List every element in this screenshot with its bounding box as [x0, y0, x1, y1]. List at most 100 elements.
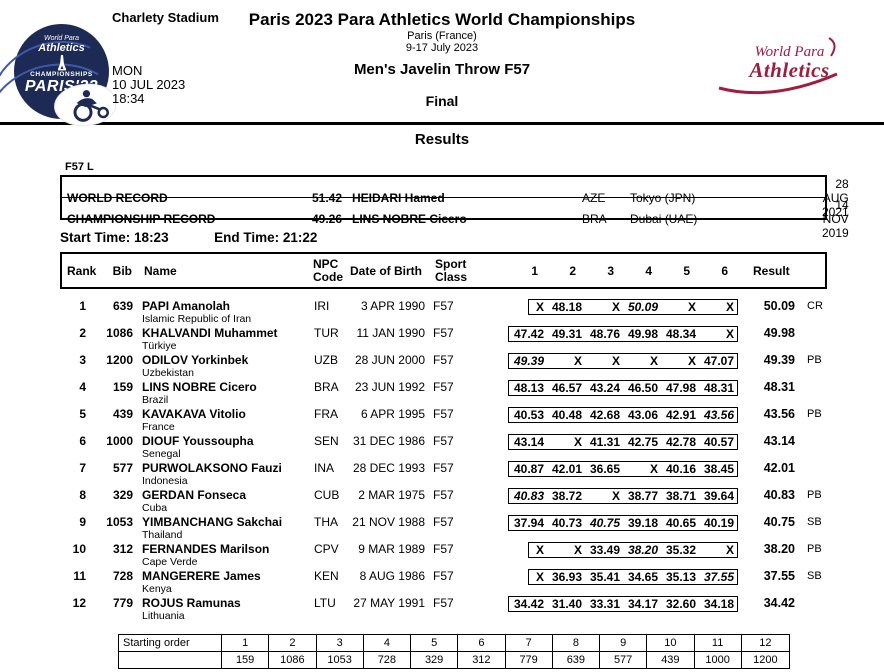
attempt-value: 47.98	[665, 381, 696, 395]
athlete-cell: ROJUS Ramunas Lithuania	[135, 595, 311, 622]
sport-class-cell: F57	[433, 488, 454, 502]
attempt-value: 40.83	[513, 489, 544, 503]
athlete-cell: ODILOV Yorkinbek Uzbekistan	[135, 352, 311, 379]
attempt-value: 33.31	[589, 597, 620, 611]
npc-cell: CUB	[314, 488, 340, 502]
result-row: 5 439 KAVAKAVA Vitolio France FRA 6 APR …	[60, 406, 827, 433]
attempts-box: 43.14 X 41.31 42.75 42.78 40.57	[508, 434, 738, 450]
championship-dates: 9-17 July 2023	[405, 42, 479, 54]
wpa-athletics-label: Athletics	[749, 58, 830, 82]
attempt-value: 48.34	[665, 327, 696, 341]
attempt-value: 40.48	[551, 408, 582, 422]
event-title: Men's Javelin Throw F57	[353, 61, 531, 78]
athlete-name: DIOUF Youssoupha	[142, 434, 254, 448]
col-date-of-birth: Date of Birth	[350, 263, 422, 278]
attempts-box: 47.42 49.31 48.76 49.98 48.34 X	[508, 326, 738, 342]
record-row: CHAMPIONSHIP RECORD 49.26 LINS NOBRE Cic…	[62, 197, 849, 240]
starting-order-position: 8	[553, 635, 600, 651]
attempt-value: 38.72	[551, 489, 582, 503]
athlete-country: Cuba	[142, 502, 168, 514]
attempt-value: 40.75	[589, 516, 620, 530]
start-time-value: 18:23	[134, 230, 169, 245]
attempt-value: 47.07	[703, 354, 734, 368]
attempt-value: 48.18	[551, 300, 582, 314]
attempts-box: X 36.93 35.41 34.65 35.13 37.55	[528, 569, 738, 585]
sport-class-cell: F57	[433, 407, 454, 421]
athlete-name: YIMBANCHANG Sakchai	[142, 515, 283, 529]
npc-cell: KEN	[314, 569, 339, 583]
athlete-cell: DIOUF Youssoupha Senegal	[135, 433, 311, 460]
npc-cell: LTU	[314, 596, 336, 610]
wheelchair-racer-icon	[52, 81, 118, 129]
col-npc-code: NPC Code	[313, 256, 343, 284]
attempts-box: X X 33.49 38.20 35.32 X	[528, 542, 738, 558]
attempt-value: 38.71	[665, 489, 696, 503]
npc-cell: THA	[314, 515, 338, 529]
attempt-value: 40.65	[665, 516, 696, 530]
athlete-cell: KAVAKAVA Vitolio France	[135, 406, 311, 433]
athlete-name: GERDAN Fonseca	[142, 488, 247, 502]
attempt-value: X	[535, 300, 544, 314]
result-row: 10 312 FERNANDES Marilson Cape Verde CPV…	[60, 541, 827, 568]
athlete-cell: YIMBANCHANG Sakchai Thailand	[135, 514, 311, 541]
sport-class-cell: F57	[433, 380, 454, 394]
athlete-country: France	[142, 421, 175, 433]
attempt-value: 50.09	[627, 300, 658, 314]
athlete-country: Brazil	[142, 394, 169, 406]
sport-class-cell: F57	[433, 353, 454, 367]
logo-brand-line2: Athletics	[38, 42, 85, 54]
world-para-athletics-logo: World Para Athletics	[717, 36, 862, 100]
record-note-cell: SB	[807, 570, 822, 582]
record-npc: AZE	[582, 191, 606, 205]
attempt-value: 48.13	[513, 381, 544, 395]
col-sport-class: Sport Class	[435, 256, 468, 284]
attempt-value: X	[611, 354, 620, 368]
attempt-value: 34.17	[627, 597, 658, 611]
attempt-value: 40.73	[551, 516, 582, 530]
attempt-value: 38.45	[703, 462, 734, 476]
eiffel-tower-icon	[57, 55, 66, 71]
logo-brand-line1: World Para	[43, 35, 79, 42]
starting-order-bib: 779	[506, 652, 553, 668]
attempt-value: 36.93	[551, 570, 582, 584]
attempts-box: 49.39 X X X X 47.07	[508, 353, 738, 369]
athlete-country: Uzbekistan	[142, 367, 194, 379]
event-header: Paris 2023 Para Athletics World Champion…	[180, 10, 704, 109]
attempts-box: 40.87 42.01 36.65 X 40.16 38.45	[508, 461, 738, 477]
attempts-box: 48.13 46.57 43.24 46.50 47.98 48.31	[508, 380, 738, 396]
starting-order-bib: 312	[458, 652, 506, 668]
starting-order-bib: 439	[647, 652, 695, 668]
result-row: 1 639 PAPI Amanolah Islamic Republic of …	[60, 298, 827, 325]
col-attempt-number: 1	[531, 263, 538, 278]
session-datetime: MON 10 JUL 2023 18:34	[112, 64, 185, 106]
attempt-value: X	[649, 354, 658, 368]
athlete-name: FERNANDES Marilson	[142, 542, 270, 556]
attempt-value: 40.57	[703, 435, 734, 449]
record-athlete: HEIDARI Hamed	[352, 191, 445, 205]
attempt-value: 35.32	[665, 543, 696, 557]
section-title: Results	[414, 131, 470, 148]
result-row: 9 1053 YIMBANCHANG Sakchai Thailand THA …	[60, 514, 827, 541]
dob-cell: 6 APR 1995	[360, 407, 425, 421]
starting-order-bib: 329	[411, 652, 459, 668]
record-location: Tokyo (JPN)	[630, 191, 696, 205]
attempt-value: 39.18	[627, 516, 658, 530]
attempts-box: 40.53 40.48 42.68 43.06 42.91 43.56	[508, 407, 738, 423]
bib-cell: 159	[112, 380, 133, 394]
col-attempt-number: 3	[607, 263, 614, 278]
result-cell: 49.98	[763, 326, 795, 340]
bib-cell: 1086	[106, 326, 133, 340]
npc-cell: BRA	[314, 380, 339, 394]
result-row: 6 1000 DIOUF Youssoupha Senegal SEN 31 D…	[60, 433, 827, 460]
athlete-name: KHALVANDI Muhammet	[142, 326, 278, 340]
bib-cell: 779	[112, 596, 133, 610]
result-row: 8 329 GERDAN Fonseca Cuba CUB 2 MAR 1975…	[60, 487, 827, 514]
bib-cell: 577	[112, 461, 133, 475]
starting-order-table: Starting order 1 2 3 4 5 6 7 8 9 10 11 12 159 1086 1053…	[118, 634, 790, 669]
result-cell: 43.14	[763, 434, 795, 448]
record-date: 28 AUG 2021	[822, 177, 849, 219]
attempt-value: 46.50	[627, 381, 658, 395]
record-row: WORLD RECORD 51.42 HEIDARI Hamed AZE Tok…	[62, 177, 849, 219]
record-athlete: LINS NOBRE Cicero	[352, 212, 467, 226]
attempt-value: X	[725, 300, 734, 314]
